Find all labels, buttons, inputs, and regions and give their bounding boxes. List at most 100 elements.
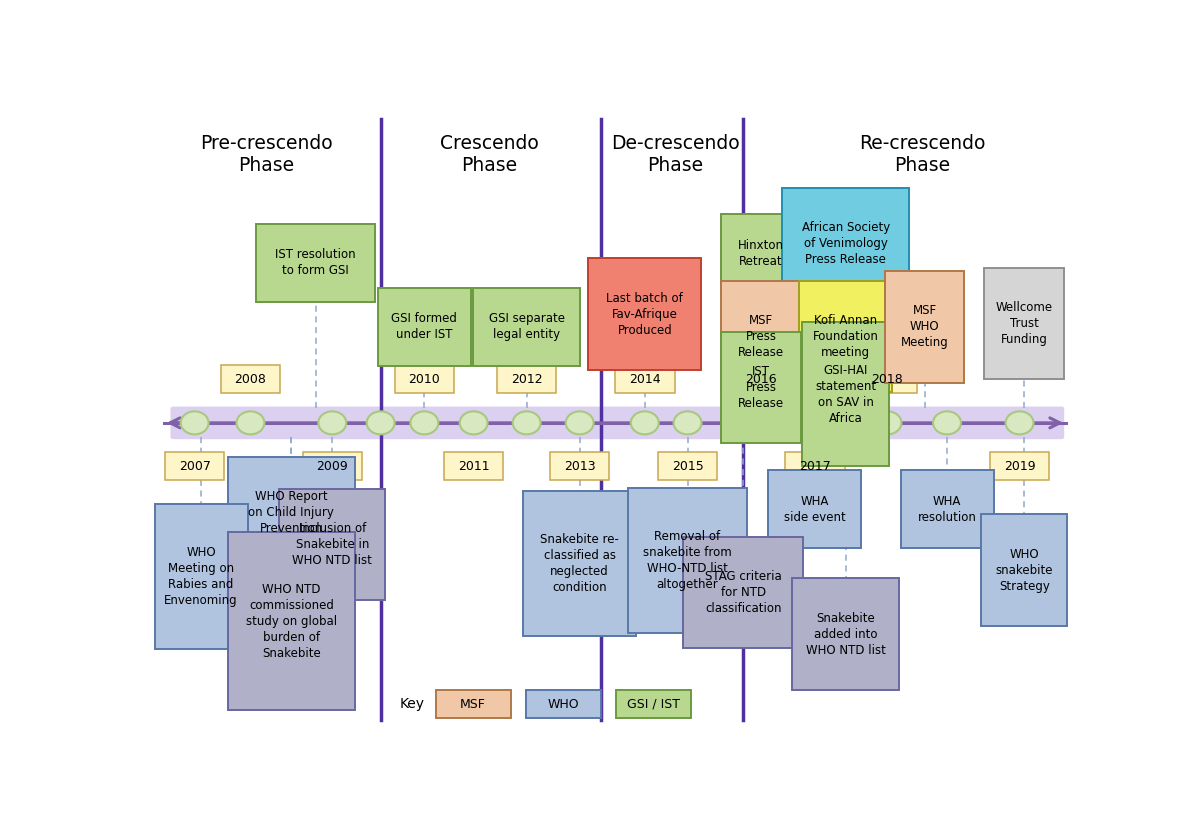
Text: STAG criteria
for NTD
classification: STAG criteria for NTD classification — [704, 570, 781, 615]
FancyBboxPatch shape — [302, 452, 362, 480]
Text: Hinxton
Retreat: Hinxton Retreat — [738, 238, 784, 268]
FancyBboxPatch shape — [886, 271, 965, 382]
FancyBboxPatch shape — [170, 406, 1064, 439]
Text: GSI / IST: GSI / IST — [628, 698, 680, 711]
FancyBboxPatch shape — [731, 366, 791, 393]
FancyBboxPatch shape — [523, 491, 636, 636]
Text: WHO
Meeting on
Rabies and
Envenoming: WHO Meeting on Rabies and Envenoming — [164, 546, 238, 607]
FancyBboxPatch shape — [658, 452, 718, 480]
FancyBboxPatch shape — [799, 281, 892, 392]
Text: Removal of
snakebite from
WHO-NTD list
altogether: Removal of snakebite from WHO-NTD list a… — [643, 530, 732, 591]
Text: 2015: 2015 — [672, 460, 703, 473]
Text: MSF
WHO
Meeting: MSF WHO Meeting — [901, 304, 948, 349]
FancyBboxPatch shape — [526, 691, 601, 719]
FancyBboxPatch shape — [395, 366, 454, 393]
Text: 2017: 2017 — [799, 460, 830, 473]
Ellipse shape — [802, 411, 829, 435]
FancyBboxPatch shape — [436, 691, 511, 719]
Ellipse shape — [934, 411, 961, 435]
FancyBboxPatch shape — [221, 366, 281, 393]
Text: WHO Report
on Child Injury
Prevention: WHO Report on Child Injury Prevention — [248, 490, 335, 535]
Text: Last batch of
Fav-Afrique
Produced: Last batch of Fav-Afrique Produced — [606, 292, 683, 337]
Ellipse shape — [748, 411, 775, 435]
Text: Re-crescendo
Phase: Re-crescendo Phase — [859, 134, 985, 175]
Ellipse shape — [565, 411, 594, 435]
FancyBboxPatch shape — [984, 268, 1064, 379]
Ellipse shape — [512, 411, 541, 435]
Text: Inclusion of
Snakebite in
WHO NTD list: Inclusion of Snakebite in WHO NTD list — [293, 522, 372, 567]
Text: WHO NTD
commissioned
study on global
burden of
Snakebite: WHO NTD commissioned study on global bur… — [246, 583, 337, 660]
FancyBboxPatch shape — [474, 288, 580, 366]
FancyBboxPatch shape — [785, 452, 845, 480]
FancyBboxPatch shape — [982, 514, 1067, 626]
Text: 2011: 2011 — [458, 460, 490, 473]
Text: Snakebite re-
classified as
neglected
condition: Snakebite re- classified as neglected co… — [540, 534, 619, 594]
Ellipse shape — [460, 411, 487, 435]
Text: WHO
snakebite
Strategy: WHO snakebite Strategy — [996, 548, 1052, 593]
Ellipse shape — [318, 411, 347, 435]
FancyBboxPatch shape — [792, 578, 899, 690]
FancyBboxPatch shape — [256, 224, 376, 302]
Ellipse shape — [367, 411, 395, 435]
FancyBboxPatch shape — [228, 533, 355, 711]
Text: Crescendo
Phase: Crescendo Phase — [440, 134, 539, 175]
Text: GSI formed
under IST: GSI formed under IST — [391, 312, 457, 342]
Text: Snakebite
added into
WHO NTD list: Snakebite added into WHO NTD list — [805, 612, 886, 656]
FancyBboxPatch shape — [378, 288, 470, 366]
FancyBboxPatch shape — [228, 457, 355, 568]
FancyBboxPatch shape — [858, 366, 917, 393]
Ellipse shape — [181, 411, 209, 435]
Text: Key: Key — [400, 697, 425, 711]
Text: WHO: WHO — [547, 698, 580, 711]
Ellipse shape — [730, 411, 757, 435]
FancyBboxPatch shape — [280, 489, 385, 600]
Text: WHA
resolution: WHA resolution — [918, 494, 977, 524]
Text: WHA
side event: WHA side event — [784, 494, 846, 524]
FancyBboxPatch shape — [164, 452, 224, 480]
Text: 2012: 2012 — [511, 373, 542, 386]
FancyBboxPatch shape — [616, 366, 674, 393]
FancyBboxPatch shape — [721, 332, 800, 443]
Text: 2008: 2008 — [234, 373, 266, 386]
Ellipse shape — [673, 411, 702, 435]
Text: De-crescendo
Phase: De-crescendo Phase — [611, 134, 739, 175]
FancyBboxPatch shape — [803, 322, 889, 466]
Text: African Society
of Venimology
Press Release: African Society of Venimology Press Rele… — [802, 221, 889, 266]
Ellipse shape — [1006, 411, 1033, 435]
Text: GSI-HAI
statement
on SAV in
Africa: GSI-HAI statement on SAV in Africa — [815, 363, 876, 425]
Text: 2009: 2009 — [317, 460, 348, 473]
FancyBboxPatch shape — [990, 452, 1049, 480]
FancyBboxPatch shape — [768, 470, 862, 548]
FancyBboxPatch shape — [782, 188, 908, 299]
Text: Kofi Annan
Foundation
meeting: Kofi Annan Foundation meeting — [812, 314, 878, 359]
Text: 2019: 2019 — [1003, 460, 1036, 473]
Ellipse shape — [874, 411, 901, 435]
FancyBboxPatch shape — [550, 452, 610, 480]
FancyBboxPatch shape — [155, 504, 247, 649]
Text: 2010: 2010 — [408, 373, 440, 386]
Text: 2007: 2007 — [179, 460, 210, 473]
Text: 2013: 2013 — [564, 460, 595, 473]
Text: 2016: 2016 — [745, 373, 776, 386]
Text: IST
Press
Release: IST Press Release — [738, 365, 784, 411]
FancyBboxPatch shape — [721, 281, 800, 392]
FancyBboxPatch shape — [497, 366, 557, 393]
FancyBboxPatch shape — [721, 214, 800, 293]
Text: MSF: MSF — [461, 698, 486, 711]
FancyBboxPatch shape — [616, 691, 691, 719]
Text: 2014: 2014 — [629, 373, 660, 386]
Text: MSF
Press
Release: MSF Press Release — [738, 314, 784, 359]
Text: 2018: 2018 — [871, 373, 904, 386]
Ellipse shape — [236, 411, 264, 435]
FancyBboxPatch shape — [900, 470, 994, 548]
Text: Wellcome
Trust
Funding: Wellcome Trust Funding — [996, 301, 1052, 347]
FancyBboxPatch shape — [588, 258, 701, 370]
Text: IST resolution
to form GSI: IST resolution to form GSI — [275, 248, 356, 278]
Ellipse shape — [631, 411, 659, 435]
Text: Pre-crescendo
Phase: Pre-crescendo Phase — [200, 134, 332, 175]
Text: GSI separate
legal entity: GSI separate legal entity — [488, 312, 565, 342]
Ellipse shape — [410, 411, 438, 435]
FancyBboxPatch shape — [684, 537, 803, 648]
FancyBboxPatch shape — [444, 452, 504, 480]
FancyBboxPatch shape — [628, 488, 748, 632]
